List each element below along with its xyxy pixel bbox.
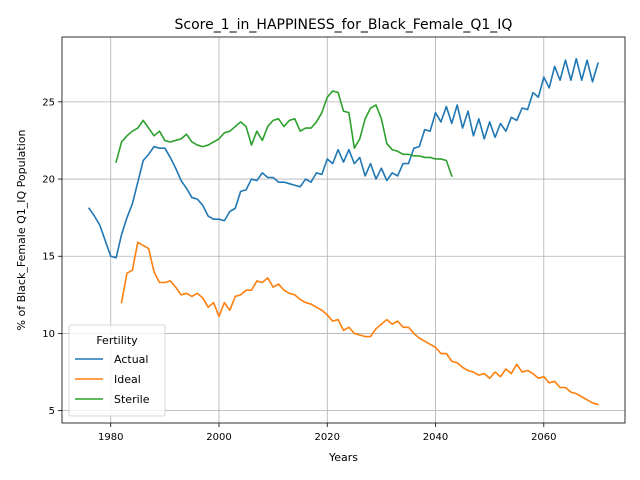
series-line-actual [87, 57, 599, 259]
legend-label-ideal: Ideal [114, 373, 141, 386]
series-lines [87, 57, 599, 406]
y-tick-label: 5 [49, 406, 55, 417]
y-tick-label: 25 [42, 97, 55, 108]
series-line-ideal [120, 241, 599, 406]
grid-lines [62, 37, 625, 423]
legend-box [68, 324, 166, 417]
y-tick-label: 10 [42, 329, 55, 340]
x-tick-label: 2040 [423, 432, 448, 443]
legend-title: Fertility [96, 334, 138, 347]
plot-area-frame [61, 36, 626, 424]
legend: Fertility Actual Ideal Sterile [68, 324, 166, 417]
x-tick-label: 2020 [315, 432, 340, 443]
legend-label-actual: Actual [114, 353, 148, 366]
x-tick-label: 2000 [206, 432, 231, 443]
series-line-sterile [115, 90, 453, 177]
y-tick-label: 15 [42, 252, 55, 263]
y-axis-label: % of Black_Female Q1_IQ Population [15, 130, 28, 331]
axis-ticks: 1980 2000 2020 2040 2060 5 10 15 20 25 [42, 97, 556, 443]
y-tick-label: 20 [42, 175, 55, 186]
legend-label-sterile: Sterile [114, 393, 150, 406]
chart-title: Score_1_in_HAPPINESS_for_Black_Female_Q1… [175, 17, 513, 33]
legend-items: Actual Ideal Sterile [75, 353, 150, 406]
x-tick-label: 1980 [98, 432, 123, 443]
x-axis-label: Years [328, 451, 358, 464]
x-tick-label: 2060 [531, 432, 556, 443]
